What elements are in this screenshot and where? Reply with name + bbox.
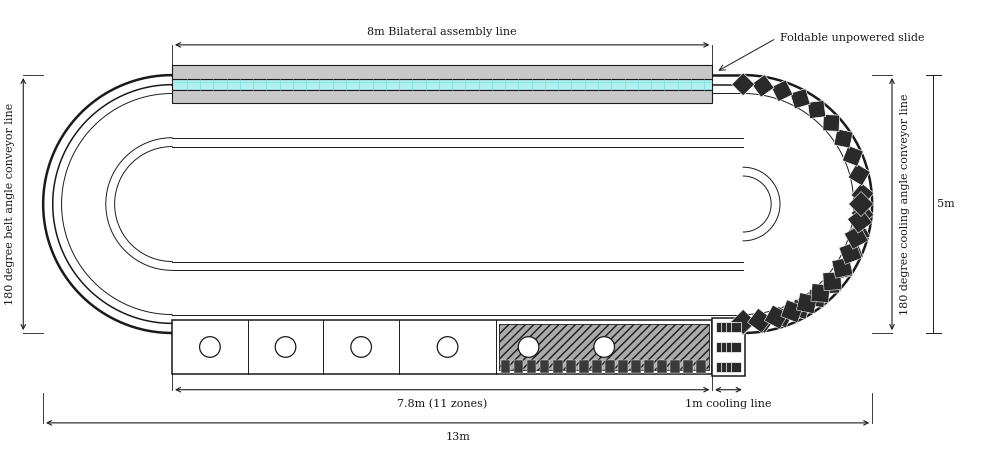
Bar [553, 360, 563, 373]
Polygon shape [781, 300, 804, 323]
Bar [712, 318, 745, 376]
Polygon shape [832, 257, 853, 278]
Polygon shape [849, 191, 874, 217]
Text: 13m: 13m [445, 432, 470, 442]
Circle shape [518, 337, 539, 357]
Bar [592, 360, 602, 373]
Bar [514, 360, 523, 373]
Bar [644, 360, 654, 373]
Bar [731, 342, 741, 352]
Bar [618, 360, 628, 373]
Bar [566, 360, 576, 373]
Polygon shape [823, 272, 842, 290]
Text: 8m Bilateral assembly line: 8m Bilateral assembly line [367, 28, 517, 37]
Bar [605, 360, 615, 373]
Bar [726, 322, 736, 332]
Bar [579, 360, 589, 373]
Bar [172, 90, 712, 103]
Bar [657, 360, 667, 373]
Polygon shape [771, 80, 793, 102]
Polygon shape [823, 114, 840, 131]
Polygon shape [764, 305, 788, 329]
Polygon shape [752, 75, 774, 97]
Polygon shape [796, 293, 817, 314]
Text: Foldable unpowered slide: Foldable unpowered slide [780, 33, 925, 43]
Polygon shape [732, 73, 755, 96]
Polygon shape [823, 276, 840, 294]
Polygon shape [844, 225, 868, 249]
Text: 1m cooling line: 1m cooling line [685, 398, 772, 409]
Bar [631, 360, 641, 373]
Polygon shape [752, 311, 774, 333]
Bar [172, 320, 712, 374]
Bar [726, 342, 736, 352]
Bar [172, 65, 712, 79]
Bar [716, 362, 726, 372]
Polygon shape [851, 183, 874, 205]
Bar [499, 324, 709, 370]
Bar [501, 360, 510, 373]
Text: 180 degree belt angle conveyor line: 180 degree belt angle conveyor line [5, 103, 15, 305]
Polygon shape [811, 283, 830, 303]
Polygon shape [842, 241, 863, 262]
Circle shape [594, 337, 615, 357]
Circle shape [351, 337, 371, 357]
Polygon shape [771, 306, 793, 328]
Polygon shape [732, 312, 755, 335]
Bar [721, 342, 731, 352]
Text: 7.8m (11 zones): 7.8m (11 zones) [397, 398, 487, 409]
Polygon shape [834, 260, 853, 279]
Text: 5m: 5m [937, 199, 955, 209]
Polygon shape [731, 310, 756, 334]
Bar [670, 360, 680, 373]
Bar [716, 322, 726, 332]
Circle shape [437, 337, 458, 357]
Polygon shape [851, 203, 874, 226]
Bar [726, 362, 736, 372]
Bar [696, 360, 706, 373]
Circle shape [200, 337, 220, 357]
Polygon shape [847, 208, 872, 233]
Polygon shape [839, 241, 862, 264]
Bar [731, 362, 741, 372]
Polygon shape [848, 222, 870, 245]
Polygon shape [748, 308, 772, 333]
Bar [721, 322, 731, 332]
Bar [721, 362, 731, 372]
Bar [527, 360, 536, 373]
Polygon shape [790, 299, 810, 319]
Text: 180 degree cooling angle conveyor line: 180 degree cooling angle conveyor line [900, 93, 910, 315]
Bar [540, 360, 549, 373]
Polygon shape [842, 145, 863, 166]
Circle shape [275, 337, 296, 357]
Polygon shape [808, 290, 826, 308]
Bar [683, 360, 693, 373]
Polygon shape [790, 89, 810, 109]
Bar [172, 79, 712, 90]
Bar [716, 342, 726, 352]
Polygon shape [834, 129, 853, 148]
Polygon shape [808, 100, 826, 119]
Bar [731, 322, 741, 332]
Polygon shape [848, 163, 870, 186]
